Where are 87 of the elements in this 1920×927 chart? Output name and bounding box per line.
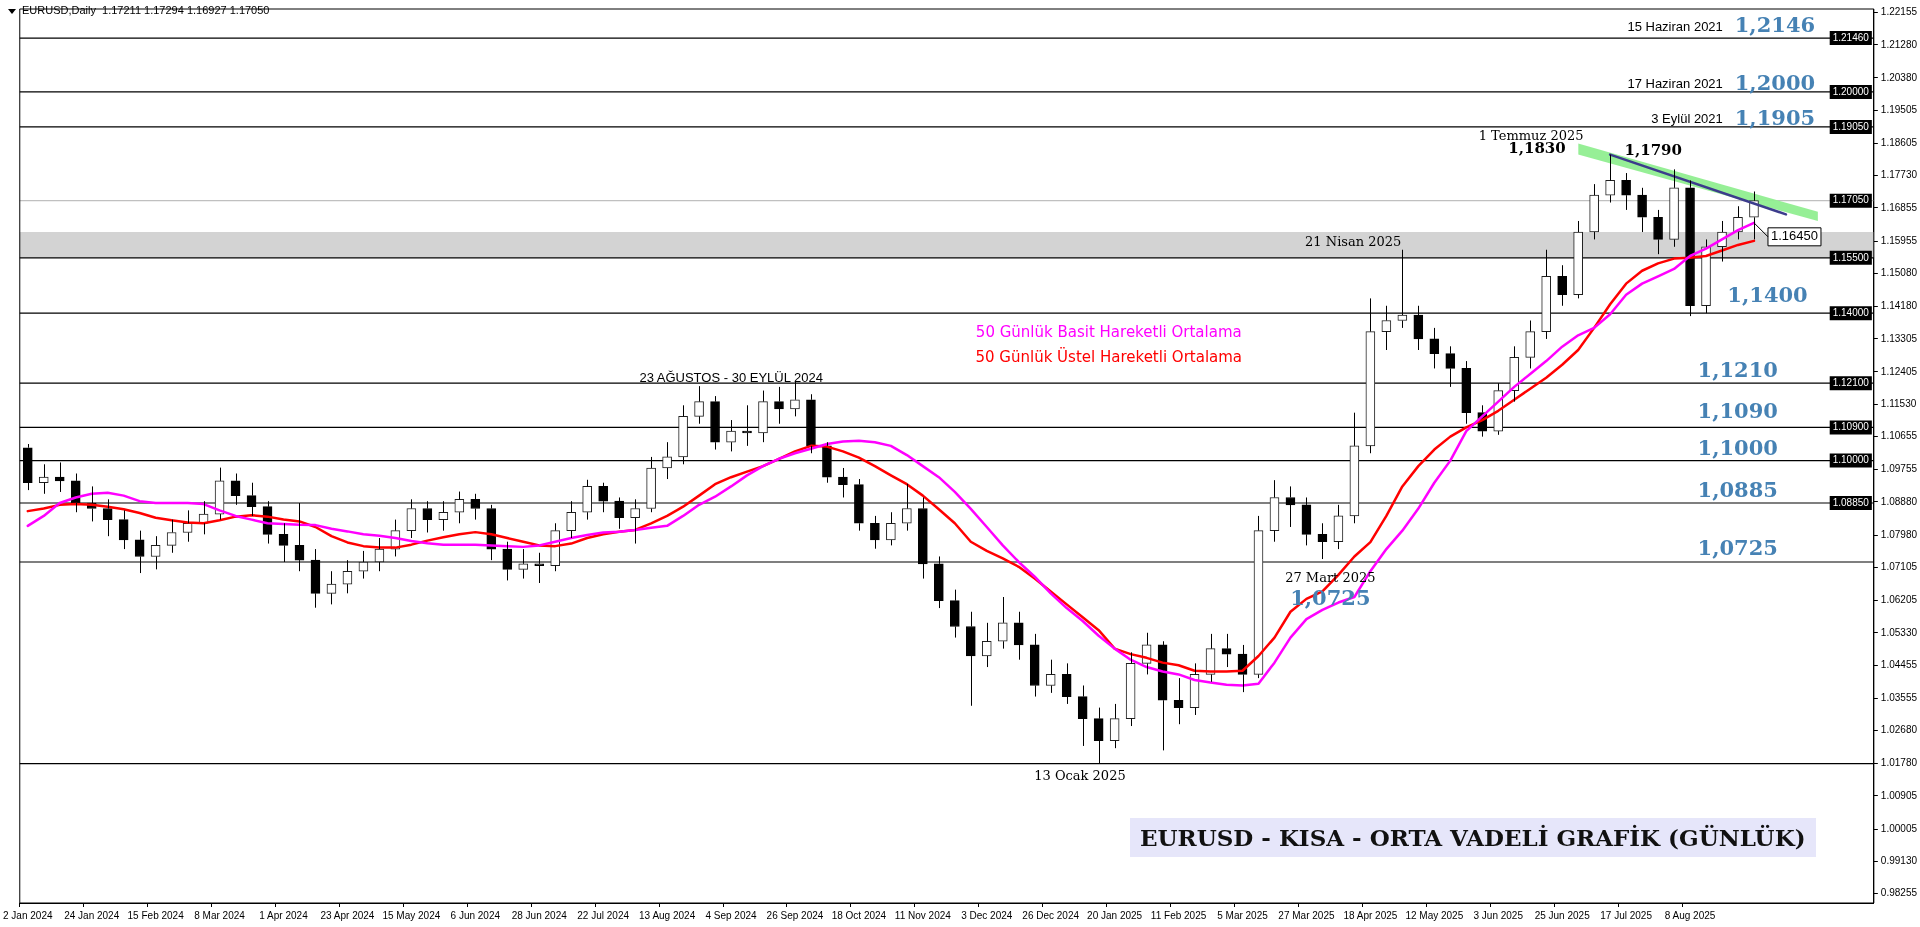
y-tick-label: 1.19505 xyxy=(1880,103,1918,115)
x-tick-label: 2 Jan 2024 xyxy=(3,909,53,921)
y-tick-label: 1.04455 xyxy=(1880,658,1918,670)
x-tick-label: 22 Jul 2024 xyxy=(577,909,630,921)
ref-line-label: 1.21460 xyxy=(1832,31,1870,43)
annotation: 1,1790 xyxy=(1624,140,1682,159)
x-tick-label: 5 Mar 2025 xyxy=(1217,909,1269,921)
x-tick-label: 15 Feb 2024 xyxy=(127,909,185,921)
x-tick-label: 8 Mar 2024 xyxy=(194,909,246,921)
y-tick-label: 1.05330 xyxy=(1880,626,1918,638)
annotation: 21 Nisan 2025 xyxy=(1305,233,1402,249)
y-tick-label: 1.01780 xyxy=(1880,757,1918,769)
ref-line-label: 1.10900 xyxy=(1832,421,1870,433)
y-tick-label: 1.15955 xyxy=(1880,234,1918,246)
y-tick-label: 1.14180 xyxy=(1880,300,1918,312)
ref-line-label: 1.12100 xyxy=(1832,376,1870,388)
x-tick-label: 6 Jun 2024 xyxy=(450,909,501,921)
annotation: 1,0885 xyxy=(1697,477,1778,503)
y-tick-label: 1.21280 xyxy=(1880,38,1918,50)
y-tick-label: 1.00005 xyxy=(1880,822,1918,834)
annotation: 17 Haziran 2021 xyxy=(1627,76,1723,92)
x-tick-label: 26 Dec 2024 xyxy=(1022,909,1080,921)
y-tick-label: 1.08880 xyxy=(1880,495,1918,507)
x-tick-label: 18 Apr 2025 xyxy=(1343,909,1398,921)
x-tick-label: 4 Sep 2024 xyxy=(705,909,758,921)
y-tick-label: 1.17730 xyxy=(1880,169,1918,181)
x-tick-label: 25 Jun 2025 xyxy=(1534,909,1591,921)
y-tick-label: 1.00905 xyxy=(1880,789,1918,801)
data-label: 1.16450 xyxy=(1770,228,1818,244)
annotation: 1,1000 xyxy=(1697,435,1778,461)
x-tick-label: 1 Apr 2024 xyxy=(259,909,309,921)
y-tick-label: 1.06205 xyxy=(1880,594,1918,606)
annotation: 1,2146 xyxy=(1734,12,1816,38)
x-tick-label: 11 Feb 2025 xyxy=(1150,909,1207,921)
x-tick-label: 12 May 2025 xyxy=(1405,909,1464,921)
x-tick-label: 13 Aug 2024 xyxy=(639,909,696,921)
y-tick-label: 0.98255 xyxy=(1880,887,1918,899)
y-tick-label: 1.16855 xyxy=(1880,201,1918,213)
x-tick-label: 11 Nov 2024 xyxy=(894,909,952,921)
x-tick-label: 23 Apr 2024 xyxy=(320,909,375,921)
annotation: 1 Temmuz 2025 xyxy=(1478,127,1584,143)
ref-line-label: 1.19050 xyxy=(1832,120,1870,132)
y-tick-label: 1.11530 xyxy=(1880,397,1917,409)
y-tick-label: 1.07980 xyxy=(1880,528,1918,540)
y-tick-label: 1.12405 xyxy=(1880,365,1918,377)
x-tick-label: 15 May 2024 xyxy=(382,909,441,921)
y-tick-label: 1.02680 xyxy=(1880,724,1918,736)
ref-line-label: 1.17050 xyxy=(1832,194,1870,206)
ref-line-label: 1.14000 xyxy=(1832,306,1870,318)
text: EURUSD - KISA - ORTA VADELİ GRAFİK (GÜNLÜK) xyxy=(1130,818,1816,857)
y-tick-label: 1.03555 xyxy=(1880,691,1918,703)
text: 50 Günlük Basit Hareketli Ortalama xyxy=(975,322,1242,341)
annotation: 13 Ocak 2025 xyxy=(1034,768,1126,784)
y-tick-label: 1.10655 xyxy=(1880,430,1918,442)
annotation: 1,1210 xyxy=(1697,357,1778,383)
y-tick-label: 1.22155 xyxy=(1880,6,1918,18)
annotation: 1,2000 xyxy=(1734,69,1816,95)
y-tick-label: 1.15080 xyxy=(1880,267,1918,279)
y-tick-label: 1.09755 xyxy=(1880,463,1918,475)
x-tick-label: 20 Jan 2025 xyxy=(1087,909,1143,921)
x-tick-label: 18 Oct 2024 xyxy=(831,909,887,921)
y-tick-label: 0.99130 xyxy=(1880,855,1918,867)
ref-line-label: 1.15500 xyxy=(1832,251,1870,263)
annotation: 15 Haziran 2021 xyxy=(1627,19,1723,35)
annotation: 1,1090 xyxy=(1697,397,1778,423)
annotation: 1,0725 xyxy=(1697,534,1778,560)
x-tick-label: 8 Aug 2025 xyxy=(1664,909,1716,921)
ref-line-label: 1.20000 xyxy=(1832,85,1870,97)
annotation: 3 Eylül 2021 xyxy=(1651,110,1723,126)
x-tick-label: 26 Sep 2024 xyxy=(766,909,824,921)
x-tick-label: 28 Jun 2024 xyxy=(511,909,568,921)
annotation: 1,1400 xyxy=(1727,281,1808,307)
annotation: 1,1905 xyxy=(1734,104,1816,130)
y-tick-label: 1.07105 xyxy=(1880,561,1918,573)
ref-line-label: 1.10000 xyxy=(1832,454,1870,466)
y-tick-label: 1.20380 xyxy=(1880,71,1918,83)
y-tick-label: 1.18605 xyxy=(1880,137,1918,149)
x-tick-label: 27 Mar 2025 xyxy=(1278,909,1335,921)
ref-line-label: 1.08850 xyxy=(1832,496,1870,508)
x-tick-label: 17 Jul 2025 xyxy=(1600,909,1653,921)
annotation: 23 AĞUSTOS - 30 EYLÜL 2024 xyxy=(639,370,823,386)
x-tick-label: 3 Jun 2025 xyxy=(1473,909,1524,921)
y-tick-label: 1.13305 xyxy=(1880,332,1918,344)
text: 50 Günlük Üstel Hareketli Ortalama xyxy=(975,346,1243,366)
chart-subtitle: EURUSD,Daily 1.17211 1.17294 1.16927 1.17050 xyxy=(22,4,270,16)
x-tick-label: 3 Dec 2024 xyxy=(961,909,1013,921)
x-tick-label: 24 Jan 2024 xyxy=(64,909,120,921)
